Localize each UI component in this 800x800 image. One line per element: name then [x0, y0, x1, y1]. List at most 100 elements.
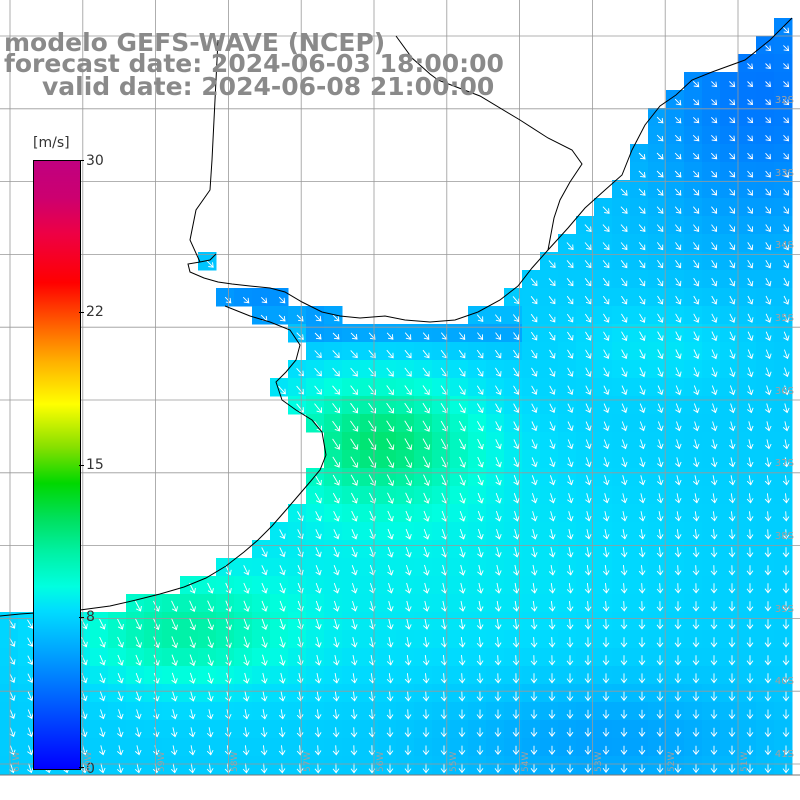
wind-arrow: [782, 511, 790, 522]
wind-cell: [234, 720, 253, 739]
wind-arrow: [315, 511, 322, 522]
wind-cell: [684, 684, 703, 703]
wind-cell: [234, 576, 253, 595]
wind-arrow: [747, 421, 754, 432]
wind-cell: [306, 630, 325, 649]
wind-arrow: [710, 565, 718, 576]
wind-cell: [486, 522, 505, 541]
wind-arrow: [782, 583, 790, 594]
wind-cell: [270, 684, 289, 703]
wind-cell: [324, 720, 343, 739]
wind-arrow: [170, 763, 178, 774]
wind-cell: [702, 216, 721, 235]
wind-cell: [234, 666, 253, 685]
wind-cell: [414, 738, 433, 757]
wind-cell: [522, 576, 541, 595]
wind-cell: [720, 216, 739, 235]
wind-arrow: [476, 673, 484, 684]
wind-arrow: [476, 745, 484, 756]
wind-arrow: [405, 582, 412, 594]
wind-cell: [108, 720, 127, 739]
wind-arrow: [710, 583, 718, 594]
wind-arrow: [422, 349, 430, 359]
wind-cell: [720, 144, 739, 163]
wind-cell: [558, 720, 577, 739]
wind-cell: [486, 468, 505, 487]
lat-label: 40S: [774, 676, 794, 687]
wind-arrow: [512, 618, 520, 630]
wind-arrow: [783, 295, 790, 305]
wind-cell: [666, 486, 685, 505]
lon-label: 56W: [376, 751, 386, 772]
wind-cell: [522, 558, 541, 577]
wind-arrow: [260, 763, 268, 774]
wind-arrow: [494, 745, 502, 756]
wind-arrow: [458, 745, 466, 756]
wind-arrow: [260, 727, 268, 738]
wind-arrow: [728, 673, 736, 684]
wind-arrow: [746, 745, 754, 756]
wind-cell: [648, 306, 667, 325]
wind-arrow: [495, 332, 502, 340]
wind-cell: [360, 720, 379, 739]
wind-arrow: [117, 636, 124, 648]
wind-cell: [720, 756, 739, 775]
wind-arrow: [530, 619, 538, 630]
wind-cell: [414, 522, 433, 541]
wind-arrow: [657, 331, 664, 342]
wind-cell: [468, 486, 487, 505]
wind-arrow: [711, 367, 718, 378]
wind-cell: [0, 666, 19, 685]
wind-arrow: [566, 655, 574, 666]
wind-cell: [396, 396, 415, 415]
wind-cell: [288, 648, 307, 667]
wind-arrow: [638, 691, 646, 702]
wind-cell: [540, 576, 559, 595]
wind-arrow: [530, 296, 538, 305]
wind-cell: [270, 558, 289, 577]
wind-cell: [486, 630, 505, 649]
wind-cell: [558, 666, 577, 685]
wind-arrow: [674, 691, 682, 702]
wind-arrow: [764, 691, 772, 702]
wind-cell: [0, 720, 19, 739]
wind-arrow: [692, 727, 700, 738]
wind-arrow: [711, 421, 718, 432]
lat-label: 35S: [774, 313, 794, 324]
wind-cell: [612, 396, 631, 415]
wind-arrow: [351, 547, 358, 558]
wind-cell: [486, 720, 505, 739]
wind-cell: [648, 486, 667, 505]
wind-arrow: [117, 727, 124, 738]
wind-cell: [648, 576, 667, 595]
wind-arrow: [332, 709, 340, 720]
wind-arrow: [512, 314, 520, 323]
wind-cell: [540, 738, 559, 757]
wind-cell: [648, 396, 667, 415]
wind-arrow: [567, 403, 574, 413]
wind-arrow: [243, 547, 250, 558]
wind-cell: [576, 342, 595, 361]
wind-cell: [450, 450, 469, 469]
wind-arrow: [710, 475, 718, 486]
wind-arrow: [783, 206, 789, 215]
wind-arrow: [656, 601, 664, 612]
wind-arrow: [548, 331, 556, 341]
wind-cell: [468, 342, 487, 361]
wind-cell: [648, 450, 667, 469]
wind-arrow: [674, 583, 682, 594]
wind-cell: [648, 540, 667, 559]
wind-arrow: [476, 655, 484, 666]
wind-arrow: [458, 618, 466, 630]
wind-cell: [90, 612, 109, 631]
wind-arrow: [314, 314, 322, 322]
wind-arrow: [602, 188, 610, 196]
wind-arrow: [315, 636, 322, 648]
wind-arrow: [746, 565, 754, 576]
wind-cell: [612, 432, 631, 451]
wind-arrow: [674, 116, 682, 124]
wind-arrow: [207, 654, 214, 667]
wind-arrow: [656, 224, 664, 232]
wind-arrow: [674, 547, 682, 558]
wind-arrow: [710, 673, 718, 684]
